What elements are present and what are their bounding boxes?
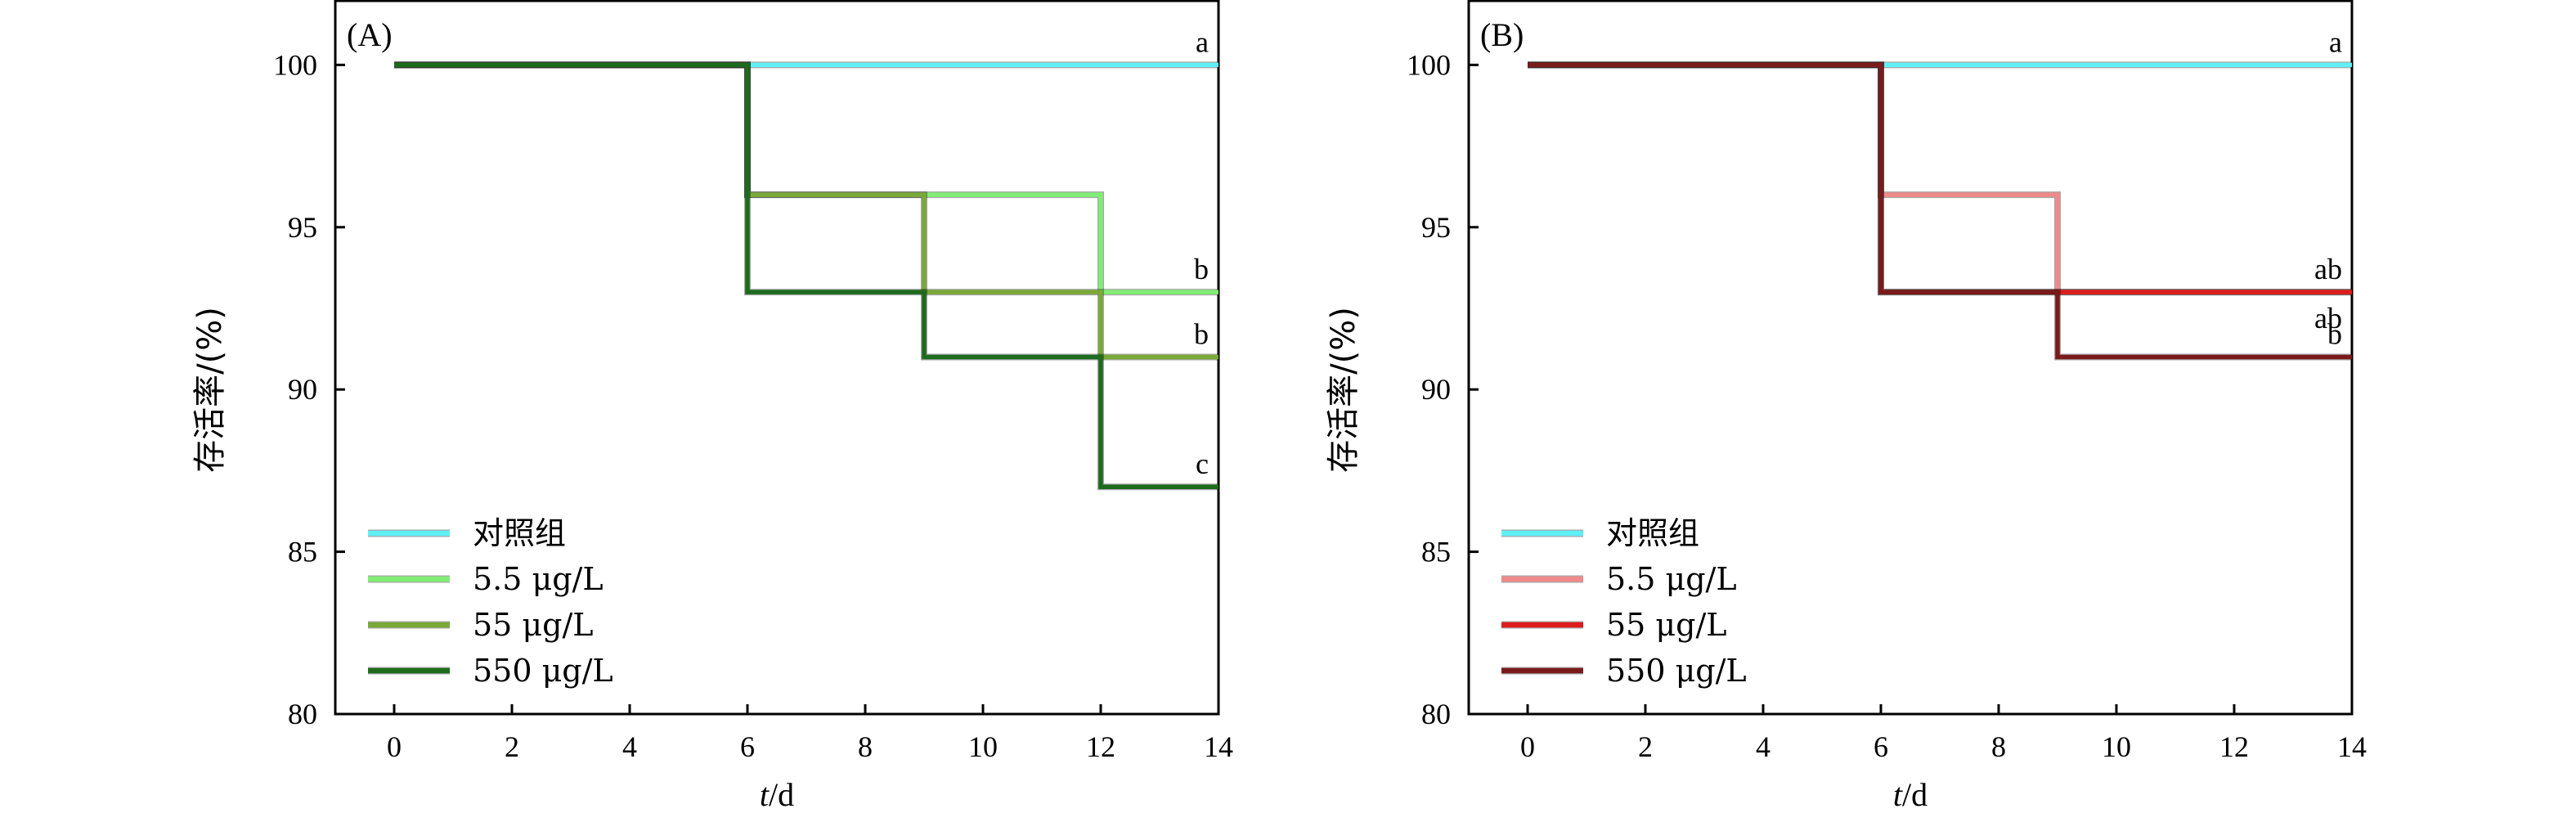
series-line-outline-2 xyxy=(394,61,1218,361)
chart-panel-a: 0 2 4 6 8 10 12 14 80 85 90 95 100 t/d 存活率/(%) (A) a b b c 对… xyxy=(191,0,1233,813)
y-tick-label: 90 xyxy=(288,373,317,406)
series-annotation: c xyxy=(1196,447,1209,480)
x-axis-label-italic: t xyxy=(1893,776,1903,813)
panel-label: (B) xyxy=(1480,16,1524,53)
series-line-outline-1 xyxy=(1528,61,2352,296)
x-axis-label: t/d xyxy=(1893,776,1928,813)
series-line-2 xyxy=(394,62,1218,360)
x-tick-label: 12 xyxy=(2219,730,2249,763)
series-annotation: b xyxy=(1194,318,1209,351)
legend-label: 对照组 xyxy=(1606,515,1699,551)
x-tick-label: 2 xyxy=(505,730,519,763)
y-tick-label: 100 xyxy=(273,48,317,81)
series-annotation: b xyxy=(1194,253,1209,285)
series-line-outline-2 xyxy=(1528,61,2352,296)
x-tick-label: 6 xyxy=(1874,730,1888,763)
y-axis-label: 存活率/(%) xyxy=(1325,307,1362,473)
series-line-3 xyxy=(1528,62,2352,360)
x-tick-label: 10 xyxy=(968,730,998,763)
y-tick-label: 80 xyxy=(288,698,317,730)
series-annotation: ab xyxy=(2314,302,2342,335)
panel-label: (A) xyxy=(347,16,393,53)
y-tick-label: 85 xyxy=(1421,536,1451,568)
legend-label: 55 μg/L xyxy=(1606,607,1727,643)
y-tick-label: 80 xyxy=(1421,698,1451,730)
x-tick-label: 6 xyxy=(740,730,755,763)
y-tick-label: 95 xyxy=(1421,211,1451,244)
series-line-outline-1 xyxy=(394,61,1218,296)
x-tick-label: 4 xyxy=(622,730,637,763)
x-tick-label: 12 xyxy=(1086,730,1115,763)
y-tick-label: 100 xyxy=(1407,48,1451,81)
series-annotation: ab xyxy=(2314,253,2342,285)
x-tick-label: 14 xyxy=(2337,730,2367,763)
series-line-outline-3 xyxy=(394,61,1218,491)
x-axis-label-unit: /d xyxy=(1902,776,1928,813)
x-tick-label: 8 xyxy=(1991,730,2006,763)
y-axis-label: 存活率/(%) xyxy=(191,307,229,473)
legend-label: 550 μg/L xyxy=(473,653,613,689)
legend-label: 55 μg/L xyxy=(473,607,594,643)
y-tick-label: 85 xyxy=(288,536,317,568)
series-annotation: a xyxy=(1196,25,1209,58)
legend-label: 5.5 μg/L xyxy=(1606,561,1737,597)
series-annotation: b xyxy=(2327,318,2342,351)
legend-label: 5.5 μg/L xyxy=(473,561,604,597)
x-axis-label-italic: t xyxy=(760,776,770,813)
legend-label: 对照组 xyxy=(473,515,566,551)
chart-panel-b: 0 2 4 6 8 10 12 14 80 85 90 95 100 t/d 存活率/(%) (B) a ab ab… xyxy=(1325,0,2367,813)
x-tick-label: 8 xyxy=(858,730,873,763)
series-line-1 xyxy=(394,62,1218,294)
series-line-outline-3 xyxy=(1528,61,2352,361)
y-tick-label: 90 xyxy=(1421,373,1451,406)
legend-label: 550 μg/L xyxy=(1606,653,1747,689)
x-tick-label: 10 xyxy=(2102,730,2131,763)
x-tick-label: 14 xyxy=(1204,730,1233,763)
y-tick-label: 95 xyxy=(288,211,317,244)
series-line-2 xyxy=(1528,62,2352,294)
x-tick-label: 0 xyxy=(387,730,402,763)
series-line-1 xyxy=(1528,62,2352,294)
x-tick-label: 4 xyxy=(1756,730,1770,763)
x-axis-label: t/d xyxy=(760,776,794,813)
x-tick-label: 0 xyxy=(1520,730,1535,763)
x-axis-label-unit: /d xyxy=(769,776,794,813)
x-tick-label: 2 xyxy=(1638,730,1653,763)
series-line-3 xyxy=(394,62,1218,489)
series-annotation: a xyxy=(2329,25,2342,58)
